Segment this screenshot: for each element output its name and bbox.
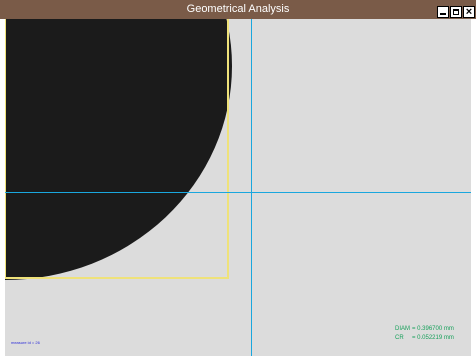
close-icon: × [465,6,473,18]
crosshair-horizontal[interactable] [5,192,471,193]
window-title: Geometrical Analysis [186,3,290,15]
readout-label: CR [395,335,404,341]
title-bar[interactable]: Geometrical Analysis × [0,0,476,19]
readout-cr: CR = 0.052219 mm [395,334,454,343]
measure-id-label: measure id = 26 [11,340,40,345]
measurement-viewport[interactable]: measure id = 26 DIAM = 0.396700 mm CR = … [5,19,471,356]
close-button[interactable]: × [463,6,475,18]
window-controls: × [437,6,475,18]
measurement-readouts: DIAM = 0.396700 mm CR = 0.052219 mm [395,325,454,343]
readout-value: = 0.052219 mm [412,335,454,341]
maximize-icon [453,9,459,15]
crosshair-vertical[interactable] [251,19,252,356]
minimize-button[interactable] [437,6,449,18]
readout-diam: DIAM = 0.396700 mm [395,325,454,334]
maximize-button[interactable] [450,6,462,18]
minimize-icon [440,13,446,15]
roi-rectangle[interactable] [5,19,229,279]
readout-label: DIAM [395,326,410,332]
readout-value: = 0.396700 mm [412,326,454,332]
